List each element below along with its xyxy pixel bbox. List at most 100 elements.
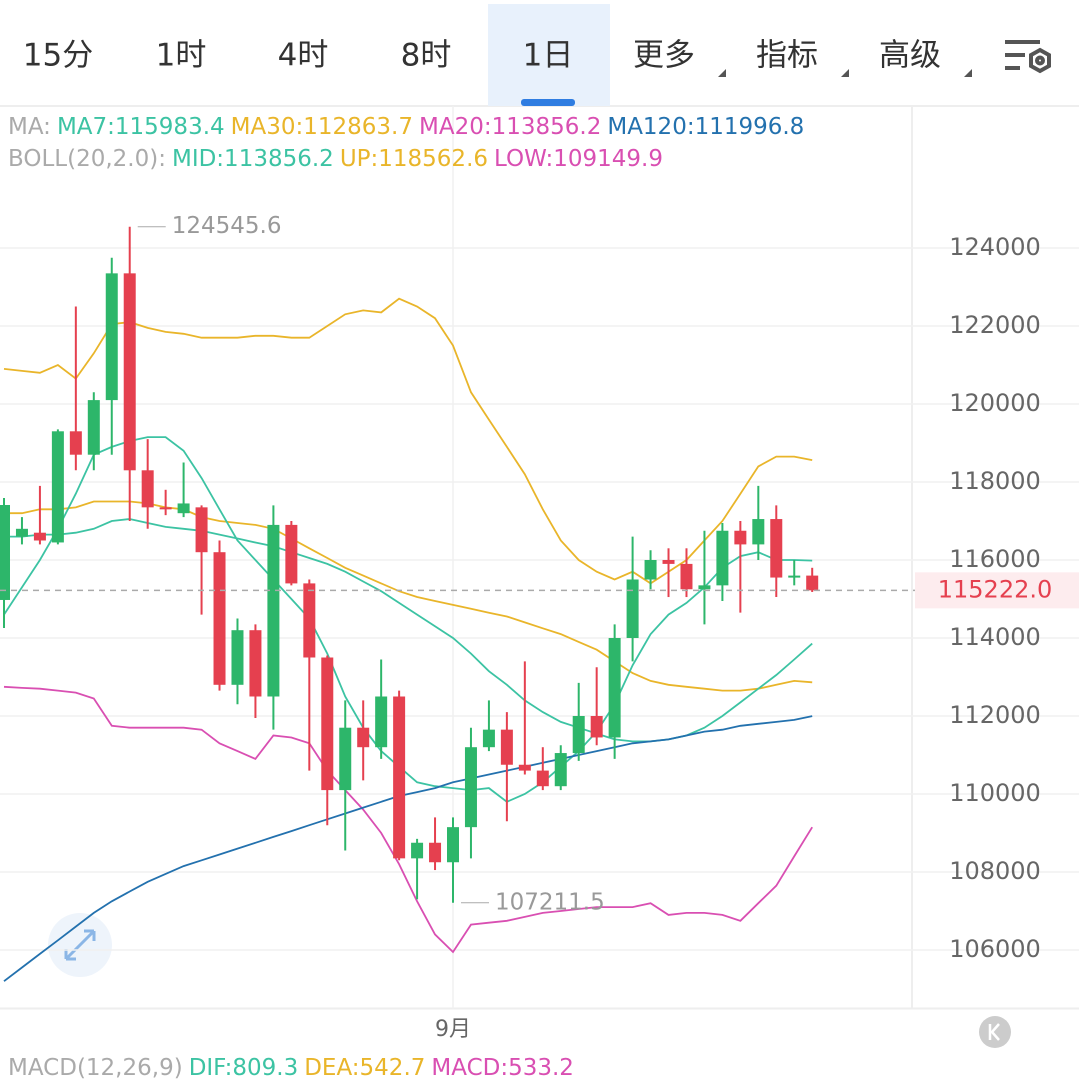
indicator-line [4, 500, 813, 692]
x-tick-label: 9月 [435, 1017, 471, 1042]
candle-body [788, 575, 801, 578]
legend: MA: MA7:115983.4 MA30:112863.7 MA20:113856.… [8, 114, 804, 140]
dropdown-triangle [841, 69, 849, 77]
y-tick-label: 120000 [949, 389, 1041, 417]
tab[interactable]: 4时 [278, 38, 329, 74]
icon-hex [1029, 47, 1051, 74]
y-tick-label: 118000 [949, 467, 1041, 495]
settings-icon[interactable] [1005, 40, 1051, 74]
candle-body [411, 842, 424, 859]
legend-item: UP:118562.6 [340, 146, 488, 172]
tab[interactable]: 1日 [523, 38, 574, 74]
candle-body [447, 827, 459, 863]
legend-item: MACD(12,26,9) [8, 1055, 183, 1079]
candle-body [159, 507, 172, 510]
candle-body [680, 563, 693, 590]
candle-body [429, 842, 442, 863]
candle-body [357, 727, 370, 748]
y-tick-label: 124000 [949, 233, 1041, 261]
candle-body [87, 400, 100, 455]
legend-item: DIF:809.3 [189, 1055, 299, 1079]
expand-button[interactable] [48, 913, 112, 977]
candle-body [752, 519, 765, 545]
legend-item: BOLL(20,2.0): [8, 146, 166, 172]
legend-item: MA120:111996.8 [607, 114, 804, 140]
icon-dot [1035, 55, 1045, 66]
last-price-box [915, 572, 1079, 609]
candle-body [662, 560, 675, 564]
candle-body [105, 273, 118, 401]
scroll-end-bg [979, 1016, 1011, 1048]
tab[interactable]: 15分 [23, 38, 93, 74]
indicator-line [3, 715, 813, 982]
tab[interactable]: 指标 [756, 38, 818, 74]
y-tick-label: 122000 [949, 311, 1041, 339]
candle-body [698, 585, 711, 590]
candle-body [321, 657, 334, 791]
last-price-label: 115222.0 [938, 575, 1053, 603]
legend-item: LOW:109149.9 [494, 146, 663, 172]
legend: MACD(12,26,9) DIF:809.3 DEA:542.7 MACD:533.… [8, 1055, 574, 1079]
min-label: 107211.5 [495, 889, 605, 915]
legend-item: MA7:115983.4 [57, 114, 225, 140]
candle-body [626, 579, 639, 638]
candle-body [249, 630, 262, 697]
expand-arrow [64, 929, 96, 961]
candle-body [231, 630, 244, 685]
scroll-end-icon [988, 1023, 1000, 1041]
indicator-line [3, 436, 813, 803]
y-tick-label: 112000 [949, 701, 1041, 729]
candle-body [195, 507, 208, 553]
legend-item: MA30:112863.7 [231, 114, 413, 140]
candle-body [806, 575, 819, 591]
legend-item: MA: [8, 114, 51, 140]
tab[interactable]: 1时 [156, 38, 207, 74]
tab[interactable]: 高级 [879, 38, 941, 74]
candle-body [51, 431, 64, 543]
candle-body [554, 753, 567, 787]
candle-body [464, 747, 477, 828]
y-tick-label: 116000 [949, 545, 1041, 573]
candle-body [393, 696, 406, 859]
y-tick-label: 114000 [949, 623, 1041, 651]
candle-body [536, 770, 549, 787]
candle-body [69, 431, 82, 455]
tab[interactable]: 更多 [633, 38, 695, 74]
candle-body [123, 273, 136, 471]
candle-body [375, 696, 388, 748]
candle-body [482, 729, 495, 748]
candle-body [500, 729, 513, 765]
candle-body [770, 519, 783, 578]
legend-item: MID:113856.2 [172, 146, 334, 172]
candle-body [608, 638, 621, 738]
candle-body [590, 716, 603, 738]
candle-body [285, 524, 298, 584]
candle-body [303, 583, 316, 658]
dropdown-triangle [718, 69, 726, 77]
active-tab-bg [488, 4, 610, 106]
candle-body [572, 716, 585, 754]
candle-body [177, 503, 190, 514]
active-tab-indicator [521, 99, 575, 106]
candle-body [213, 552, 226, 685]
candle-body [339, 727, 352, 791]
candle-body [0, 505, 10, 600]
legend-item: MACD:533.2 [431, 1055, 574, 1079]
candle-body [716, 530, 729, 586]
y-tick-label: 108000 [949, 857, 1041, 885]
candle-body [644, 560, 657, 580]
legend-item: MA20:113856.2 [419, 114, 601, 140]
candle-body [734, 530, 747, 545]
legend: BOLL(20,2.0): MID:113856.2 UP:118562.6 LOW:… [8, 146, 663, 172]
candle-body [141, 470, 154, 508]
candle-body [518, 764, 531, 771]
max-label: 124545.6 [172, 213, 282, 239]
candle-body [267, 524, 280, 697]
y-tick-label: 110000 [949, 779, 1041, 807]
tab[interactable]: 8时 [401, 38, 452, 74]
scroll-end-button[interactable] [979, 1016, 1011, 1048]
indicator-line [3, 685, 813, 954]
